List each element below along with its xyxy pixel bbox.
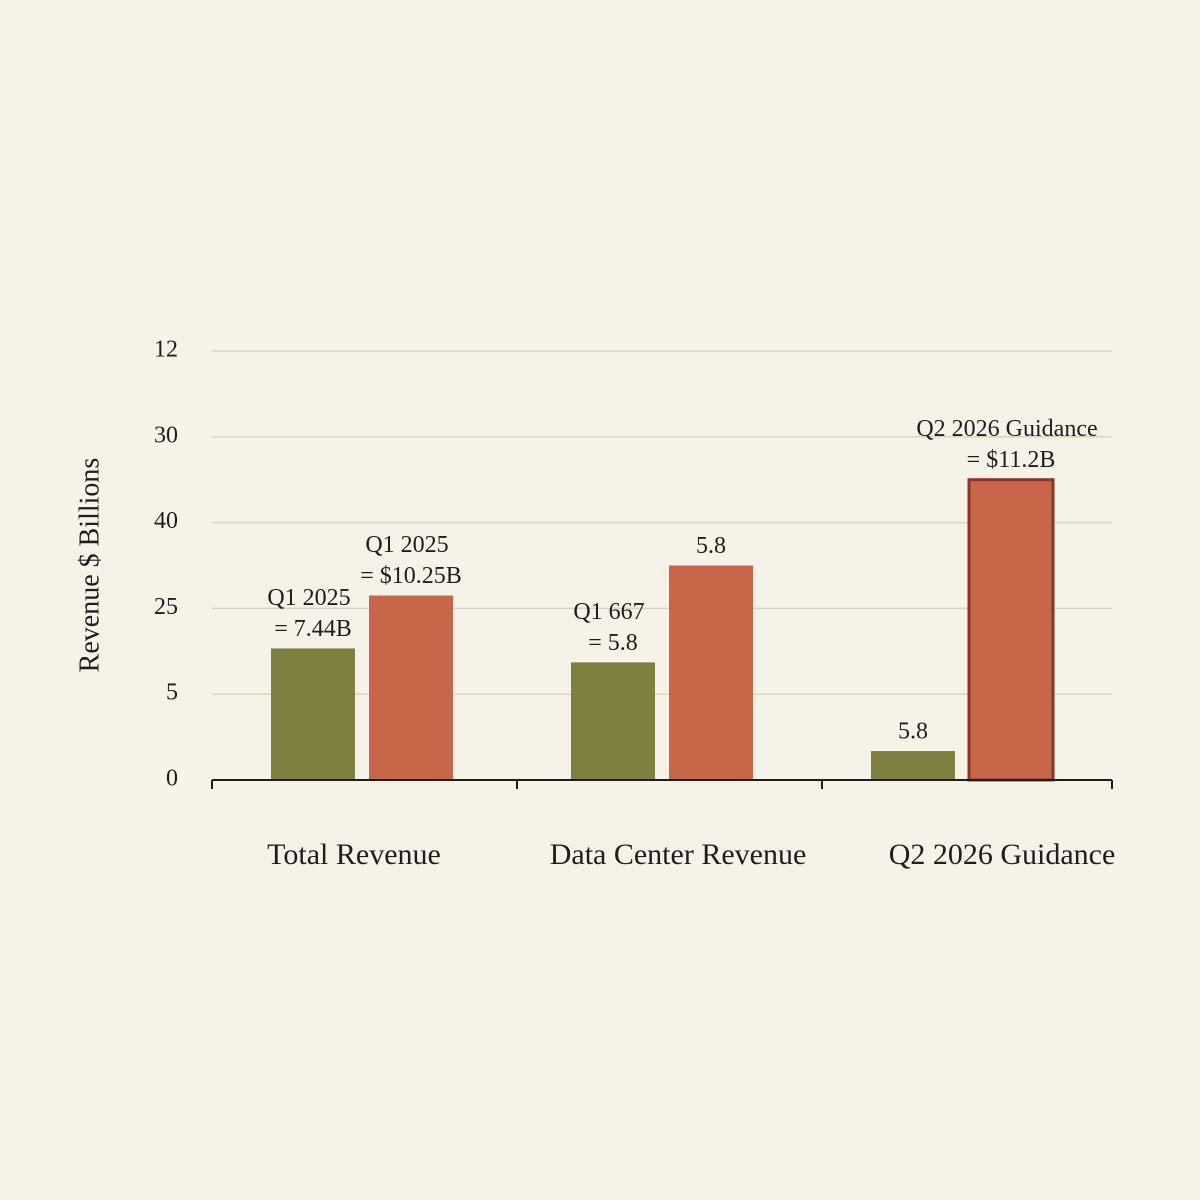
bar <box>871 751 955 780</box>
y-tick-label: 30 <box>154 422 178 448</box>
bar <box>369 595 453 780</box>
annotation: Q2 2026 Guidance <box>916 416 1097 442</box>
annotation: = 5.8 <box>588 630 638 656</box>
annotation: = $10.25B <box>360 563 462 589</box>
bar <box>271 648 355 780</box>
bar <box>967 478 1055 782</box>
x-tick-label: Total Revenue <box>267 838 441 871</box>
x-tick-label: Data Center Revenue <box>550 838 807 871</box>
y-tick-label: 25 <box>154 594 178 620</box>
bar <box>669 565 753 780</box>
x-tick-label: Q2 2026 Guidance <box>889 838 1116 871</box>
annotation: = 7.44B <box>274 616 352 642</box>
y-tick-label: 0 <box>166 766 178 792</box>
y-axis-label: Revenue $ Billions <box>74 458 105 673</box>
annotation: 5.8 <box>898 719 928 745</box>
y-tick-label: 12 <box>154 337 178 363</box>
annotation: Q1 667 <box>573 599 644 625</box>
annotation: 5.8 <box>696 533 726 559</box>
y-tick-label: 40 <box>154 508 178 534</box>
annotation: Q1 2025 <box>267 585 350 611</box>
bar <box>571 662 655 780</box>
annotation: Q1 2025 <box>365 532 448 558</box>
y-tick-label: 5 <box>166 680 178 706</box>
annotation: = $11.2B <box>967 447 1056 473</box>
